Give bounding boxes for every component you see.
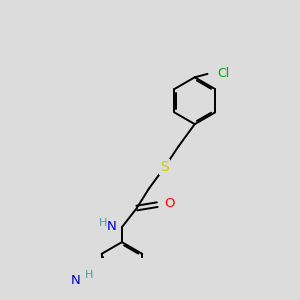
Text: N: N <box>107 220 117 233</box>
Text: O: O <box>164 197 175 210</box>
Text: S: S <box>160 160 169 174</box>
Text: H: H <box>99 218 107 228</box>
Text: Cl: Cl <box>217 67 229 80</box>
Text: N: N <box>71 274 81 287</box>
Text: H: H <box>85 270 93 280</box>
